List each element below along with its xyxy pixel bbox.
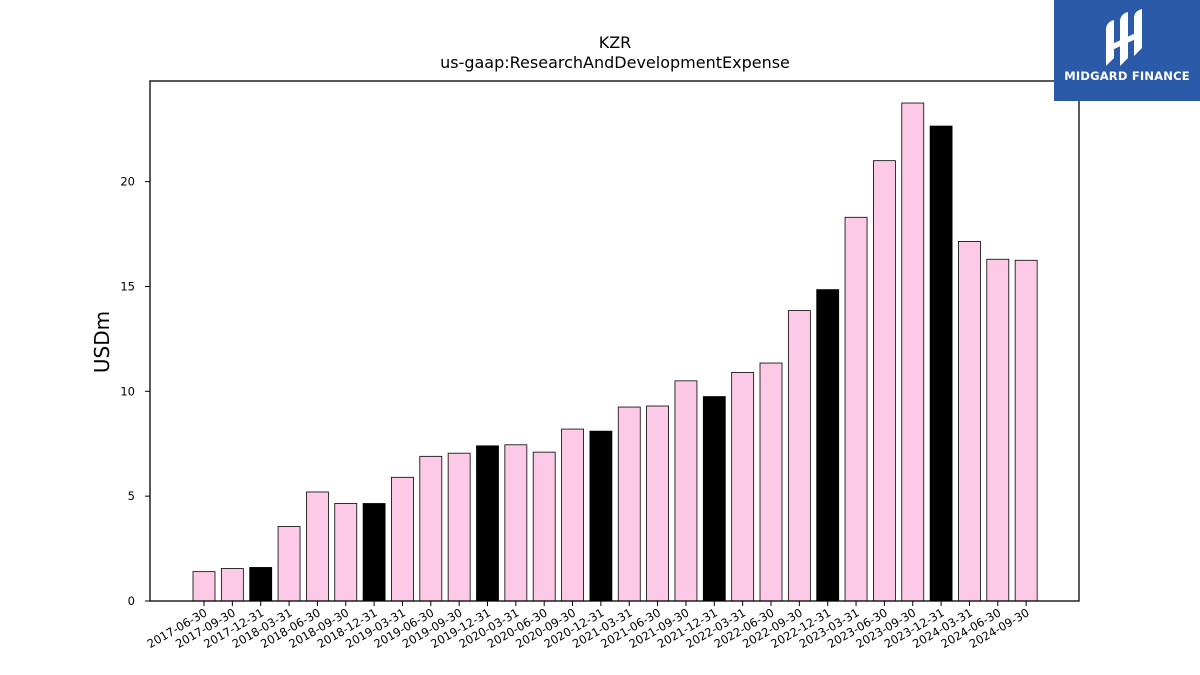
bar-2018-09-30: [334, 503, 358, 602]
y-ticks-group: 0 5 10 15 20: [120, 175, 150, 608]
bar-2022-12-31: [816, 289, 840, 602]
bar-2023-09-30: [901, 102, 925, 602]
bar-2017-06-30: [192, 571, 216, 602]
bars-group: [192, 102, 1038, 602]
bar-2022-06-30: [759, 362, 783, 602]
bar-2021-03-31: [617, 406, 641, 602]
bar-2024-03-31: [958, 240, 981, 602]
bar-2019-12-31: [476, 445, 499, 602]
bar-2020-09-30: [561, 428, 584, 602]
y-tick-label: 0: [128, 594, 135, 608]
brand-name: MIDGARD FINANCE: [1064, 69, 1190, 83]
bar-2020-06-30: [532, 451, 556, 602]
bar-2021-06-30: [646, 405, 669, 602]
bar-2022-03-31: [731, 372, 755, 602]
bar-2021-12-31: [702, 396, 726, 602]
bar-2021-09-30: [674, 380, 698, 602]
bar-2018-06-30: [305, 491, 329, 602]
midgard-logo-icon: [1106, 9, 1142, 66]
y-tick-label: 15: [120, 279, 135, 293]
bar-2017-09-30: [220, 568, 244, 602]
chart-subtitle: us-gaap:ResearchAndDevelopmentExpense: [440, 53, 790, 72]
y-tick-label: 20: [120, 175, 135, 189]
bar-2024-09-30: [1014, 259, 1038, 602]
x-ticks-group: 2017-06-302017-09-302017-12-312018-03-31…: [145, 601, 1032, 651]
y-axis-label: USDm: [90, 311, 114, 373]
bar-2020-03-31: [504, 444, 528, 602]
bar-2019-09-30: [447, 452, 471, 602]
y-tick-label: 10: [120, 384, 135, 398]
plot-frame: [149, 80, 1080, 602]
chart-title: KZR: [599, 33, 632, 52]
brand-logo: MIDGARD FINANCE: [1054, 0, 1200, 101]
bar-2020-12-31: [589, 430, 613, 602]
bar-2019-03-31: [391, 476, 414, 602]
bar-2018-12-31: [362, 503, 386, 602]
bar-2019-06-30: [419, 455, 443, 602]
bar-2023-12-31: [929, 125, 953, 602]
y-tick-label: 5: [128, 489, 135, 503]
bar-2023-06-30: [873, 160, 896, 602]
bar-2018-03-31: [277, 526, 301, 602]
bar-2023-03-31: [844, 216, 868, 602]
bar-2024-06-30: [986, 258, 1010, 602]
bar-2017-12-31: [249, 567, 273, 602]
bar-2022-09-30: [787, 310, 811, 602]
